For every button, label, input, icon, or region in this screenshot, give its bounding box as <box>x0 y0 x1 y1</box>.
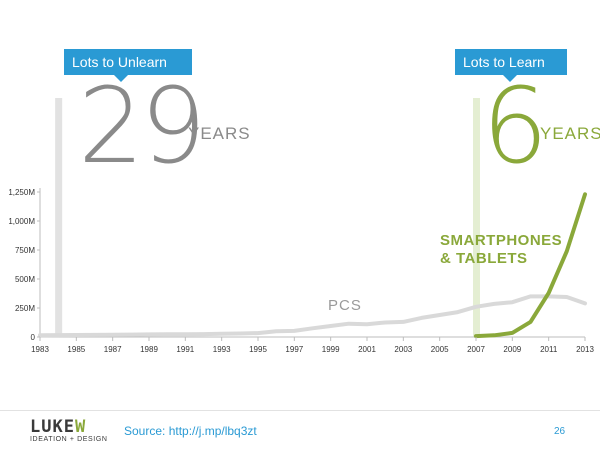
logo-wordmark: LUKEW <box>30 417 122 437</box>
x-tick-label: 1985 <box>67 345 85 354</box>
era-marker-pc-start <box>55 98 63 337</box>
x-tick-label: 2003 <box>394 345 412 354</box>
x-tick-label: 2007 <box>467 345 485 354</box>
x-tick-label: 2001 <box>358 345 376 354</box>
x-tick-label: 1991 <box>176 345 194 354</box>
y-tick-label: 250M <box>15 304 35 313</box>
logo-word-b: W <box>74 417 87 437</box>
x-tick-label: 1983 <box>31 345 49 354</box>
x-tick-label: 2009 <box>503 345 521 354</box>
y-tick-label: 750M <box>15 246 35 255</box>
x-tick-label: 2013 <box>576 345 594 354</box>
series-label-tablets: & TABLETS <box>440 250 528 267</box>
lukew-logo: LUKEW IDEATION + DESIGN <box>30 417 122 444</box>
callout-lots-to-learn: Lots to Learn <box>455 49 567 82</box>
x-tick-label: 2011 <box>540 345 558 354</box>
y-tick-label: 1,250M <box>8 188 35 197</box>
callout-lots-to-unlearn: Lots to Unlearn <box>64 49 192 82</box>
smartphone-years-number: 6 <box>482 65 548 187</box>
x-tick-label: 1987 <box>104 345 122 354</box>
x-tick-label: 2005 <box>431 345 449 354</box>
pc-years-unit: YEARS <box>188 124 251 143</box>
y-tick-label: 1,000M <box>8 217 35 226</box>
pc-years-number: 29 <box>78 65 206 187</box>
page-number: 26 <box>554 426 566 437</box>
era-marker-smart-start <box>473 98 480 337</box>
y-tick-label: 500M <box>15 275 35 284</box>
x-tick-label: 1989 <box>140 345 158 354</box>
logo-word-a: LUKE <box>30 417 75 437</box>
logo-tagline: IDEATION + DESIGN <box>30 436 108 443</box>
source-citation: Source: http://j.mp/lbq3zt <box>124 424 257 438</box>
series-line-smartphones-tablets <box>474 192 587 339</box>
series-label-pcs: PCS <box>328 297 362 314</box>
x-tick-label: 1997 <box>285 345 303 354</box>
footer-divider <box>0 410 600 411</box>
smartphone-years-unit: YEARS <box>540 124 600 143</box>
series-line-pcs <box>38 294 587 338</box>
x-tick-label: 1993 <box>213 345 231 354</box>
x-tick-label: 1999 <box>322 345 340 354</box>
series-label-smartphones: SMARTPHONES <box>440 232 563 249</box>
x-tick-label: 1995 <box>249 345 267 354</box>
y-tick-label: 0 <box>31 333 36 342</box>
line-chart: 1983 1985 1987 1989 1991 1993 1995 1997 1999 2001… <box>8 98 594 354</box>
